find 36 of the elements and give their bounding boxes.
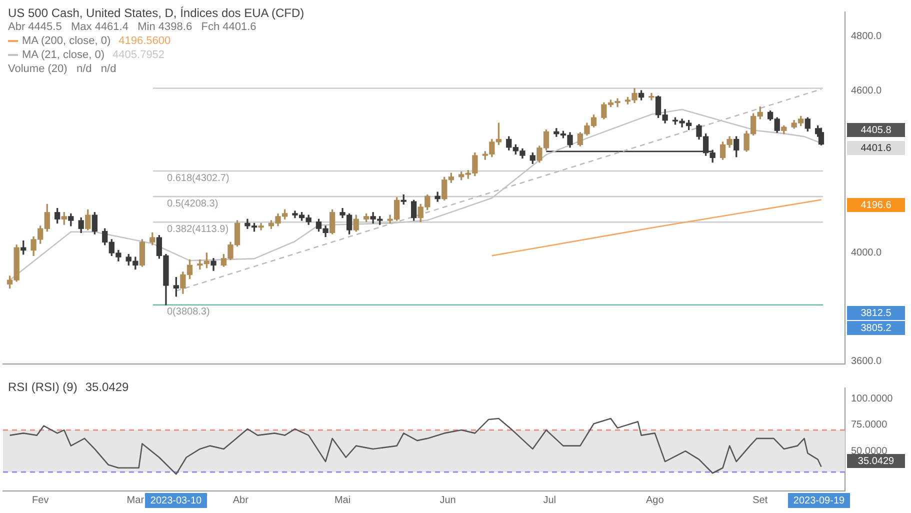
ref-line-label: 0.5(4208.3): [167, 198, 218, 210]
y-tick-label: 50.0000: [851, 446, 888, 457]
text: 4196.6: [860, 200, 892, 211]
annotation: 4196.5600: [118, 35, 171, 47]
y-tick-label: 100.0000: [851, 393, 894, 404]
x-tick-label: Ago: [646, 494, 664, 506]
text: 3805.2: [860, 322, 892, 334]
text: 35.0429: [858, 456, 895, 467]
annotation: 4405.7952: [112, 49, 165, 61]
x-tick-label: Abr: [232, 494, 250, 506]
y-tick-label: 75.0000: [851, 420, 888, 431]
chart-title: RSI (RSI) (9): [8, 380, 78, 394]
ref-line-label: 0.618(4302.7): [167, 172, 230, 184]
ref-line-label: 0.382(4113.9): [167, 224, 229, 235]
ref-line-label: 0(3808.3): [167, 306, 210, 318]
text: Abr 4445.5 Max 4461.4 Min 4398.6 Fch 4401.6: [8, 20, 258, 34]
legend-label: MA (200, close, 0): [22, 35, 111, 47]
text: 2023-03-10: [150, 495, 202, 506]
x-tick-label: Mai: [334, 494, 351, 506]
text: 2023-09-19: [793, 495, 846, 506]
y-tick-label: 4800.0: [851, 31, 882, 42]
x-tick-label: Set: [752, 494, 768, 506]
x-tick-label: Mar: [126, 494, 145, 506]
text: 4405.8: [860, 124, 892, 136]
text: 3812.5: [860, 308, 892, 319]
text: 4401.6: [860, 142, 892, 154]
y-tick-label: 3600.0: [851, 356, 882, 368]
y-tick-label: 4600.0: [851, 85, 882, 96]
chart-title: US 500 Cash, United States, D, Índices dos EUA (CFD): [8, 6, 304, 20]
annotation: 35.0429: [85, 380, 129, 394]
y-tick-label: 4000.0: [851, 248, 882, 259]
x-tick-label: Jul: [543, 494, 556, 506]
legend-label: MA (21, close, 0): [22, 49, 105, 61]
x-tick-label: Fev: [32, 494, 49, 506]
x-tick-label: Jun: [440, 494, 456, 506]
annotation: Volume (20) n/d n/d: [8, 62, 118, 76]
